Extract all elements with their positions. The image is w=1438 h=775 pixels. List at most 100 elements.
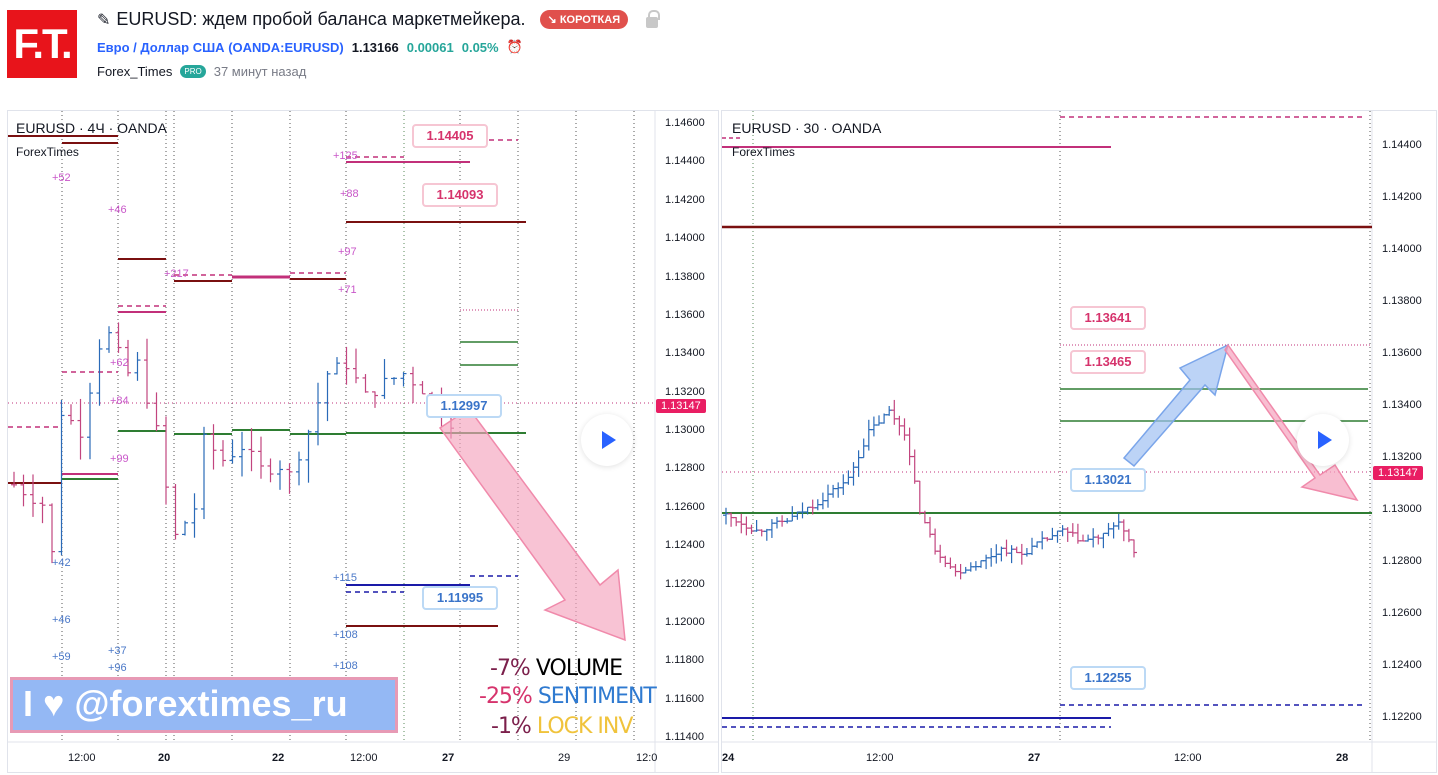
instrument-name-link[interactable]: Евро / Доллар США bbox=[97, 39, 225, 55]
current-price-badge: 1.13147 bbox=[656, 399, 706, 413]
level-pips-label: +84 bbox=[110, 395, 129, 407]
short-badge: ↘ КОРОТКАЯ bbox=[539, 10, 629, 29]
time-tick: 28 bbox=[1336, 752, 1349, 764]
author-row: Forex_Times PRO 37 минут назад bbox=[97, 64, 306, 79]
idea-title-row: ✎ EURUSD: ждем пробой баланса маркетмейк… bbox=[97, 9, 661, 30]
price-tick: 1.13200 bbox=[665, 386, 705, 398]
play-replay-button[interactable] bbox=[581, 414, 633, 466]
price-change: 0.00061 bbox=[406, 39, 454, 55]
time-tick: 22 bbox=[272, 752, 285, 764]
price-callout[interactable]: 1.13465 bbox=[1070, 350, 1146, 374]
price-tick: 1.13200 bbox=[1382, 451, 1422, 463]
current-price-badge: 1.13147 bbox=[1373, 466, 1423, 480]
published-time: 37 минут назад bbox=[213, 64, 307, 79]
stat-label: VOLUME bbox=[535, 656, 623, 681]
price-callout[interactable]: 1.12255 bbox=[1070, 666, 1146, 690]
price-tick: 1.12800 bbox=[665, 462, 705, 474]
price-tick: 1.11800 bbox=[665, 654, 704, 666]
price-tick: 1.11400 bbox=[665, 731, 704, 743]
price-tick: 1.14000 bbox=[665, 232, 705, 244]
level-pips-label: +99 bbox=[110, 453, 129, 465]
price-callout[interactable]: 1.13641 bbox=[1070, 306, 1146, 330]
price-tick: 1.12400 bbox=[1382, 659, 1422, 671]
down-arrow bbox=[438, 409, 626, 642]
time-tick: 12:0 bbox=[636, 752, 658, 764]
level-pips-label: +46 bbox=[52, 614, 71, 626]
right-chart-panel[interactable] bbox=[721, 110, 1437, 773]
level-pips-label: +59 bbox=[52, 651, 71, 663]
time-tick: 20 bbox=[158, 752, 171, 764]
price-tick: 1.12600 bbox=[1382, 607, 1422, 619]
price-tick: 1.14200 bbox=[665, 194, 705, 206]
level-pips-label: +71 bbox=[338, 284, 357, 296]
last-price: 1.13166 bbox=[351, 39, 399, 55]
price-tick: 1.12200 bbox=[665, 578, 705, 590]
author-name[interactable]: Forex_Times bbox=[97, 64, 173, 79]
price-callout[interactable]: 1.13021 bbox=[1070, 468, 1146, 492]
up-arrow bbox=[1122, 343, 1230, 468]
time-tick: 29 bbox=[558, 752, 571, 764]
time-tick: 12:00 bbox=[866, 752, 894, 764]
left-chart-title: EURUSD · 4Ч · OANDA bbox=[16, 120, 167, 136]
level-pips-label: +96 bbox=[108, 662, 127, 674]
stat-pct: -7% bbox=[490, 656, 531, 681]
right-indicator-label: ForexTimes bbox=[732, 145, 795, 159]
time-tick: 12:00 bbox=[68, 752, 96, 764]
right-chart-title: EURUSD · 30 · OANDA bbox=[732, 120, 882, 136]
play-replay-button[interactable] bbox=[1297, 414, 1349, 466]
price-tick: 1.12400 bbox=[665, 539, 705, 551]
level-pips-label: +88 bbox=[340, 188, 359, 200]
level-pips-label: +42 bbox=[52, 557, 71, 569]
lock-icon bbox=[646, 10, 661, 28]
time-tick: 12:00 bbox=[350, 752, 378, 764]
level-pips-label: +52 bbox=[52, 172, 71, 184]
price-tick: 1.11600 bbox=[665, 693, 704, 705]
price-change-pct: 0.05% bbox=[461, 39, 499, 55]
promo-banner: I ♥ @forextimes_ru bbox=[10, 677, 398, 733]
stat-pct: -25% bbox=[479, 684, 533, 709]
level-pips-label: +62 bbox=[110, 357, 129, 369]
price-tick: 1.13400 bbox=[1382, 399, 1422, 411]
price-callout[interactable]: 1.11995 bbox=[422, 586, 498, 610]
level-pips-label: +108 bbox=[333, 629, 358, 641]
price-tick: 1.14000 bbox=[1382, 243, 1422, 255]
price-tick: 1.12200 bbox=[1382, 711, 1422, 723]
level-pips-label: +125 bbox=[333, 150, 358, 162]
price-tick: 1.13400 bbox=[665, 347, 705, 359]
left-indicator-label: ForexTimes bbox=[16, 145, 79, 159]
price-tick: 1.13600 bbox=[1382, 347, 1422, 359]
price-tick: 1.13800 bbox=[1382, 295, 1422, 307]
level-pips-label: +37 bbox=[108, 645, 127, 657]
time-tick: 12:00 bbox=[1174, 752, 1202, 764]
stat-pct: -1% bbox=[491, 714, 532, 739]
price-tick: 1.14400 bbox=[665, 155, 705, 167]
time-tick: 27 bbox=[1028, 752, 1041, 764]
level-pips-label: +97 bbox=[338, 246, 357, 258]
price-callout[interactable]: 1.14093 bbox=[422, 183, 498, 207]
price-tick: 1.13000 bbox=[1382, 503, 1422, 515]
price-tick: 1.13000 bbox=[665, 424, 705, 436]
level-pips-label: +46 bbox=[108, 204, 127, 216]
idea-title: EURUSD: ждем пробой баланса маркетмейкер… bbox=[116, 9, 526, 29]
price-tick: 1.14600 bbox=[665, 117, 705, 129]
idea-icon: ✎ bbox=[97, 11, 111, 29]
price-callout[interactable]: 1.14405 bbox=[412, 124, 488, 148]
price-tick: 1.12000 bbox=[665, 616, 705, 628]
instrument-symbol-link[interactable]: (OANDA:EURUSD) bbox=[228, 39, 344, 55]
down-arrow bbox=[1224, 343, 1359, 502]
left-chart-panel[interactable] bbox=[7, 110, 719, 773]
stat-label: SENTIMENT bbox=[537, 684, 657, 709]
price-tick: 1.14400 bbox=[1382, 139, 1422, 151]
alarm-icon[interactable]: ⏰ bbox=[506, 39, 523, 54]
price-tick: 1.12600 bbox=[665, 501, 705, 513]
level-pips-label: +217 bbox=[164, 268, 189, 280]
stat-lock-inv: -1% LOCK INV bbox=[491, 714, 633, 739]
price-tick: 1.13600 bbox=[665, 309, 705, 321]
price-callout[interactable]: 1.12997 bbox=[426, 394, 502, 418]
instrument-row: Евро / Доллар США (OANDA:EURUSD) 1.13166… bbox=[97, 39, 523, 55]
price-tick: 1.12800 bbox=[1382, 555, 1422, 567]
forextimes-logo[interactable]: F.T. bbox=[7, 10, 77, 78]
stat-sentiment: -25% SENTIMENT bbox=[479, 684, 657, 709]
level-pips-label: +115 bbox=[333, 572, 357, 584]
